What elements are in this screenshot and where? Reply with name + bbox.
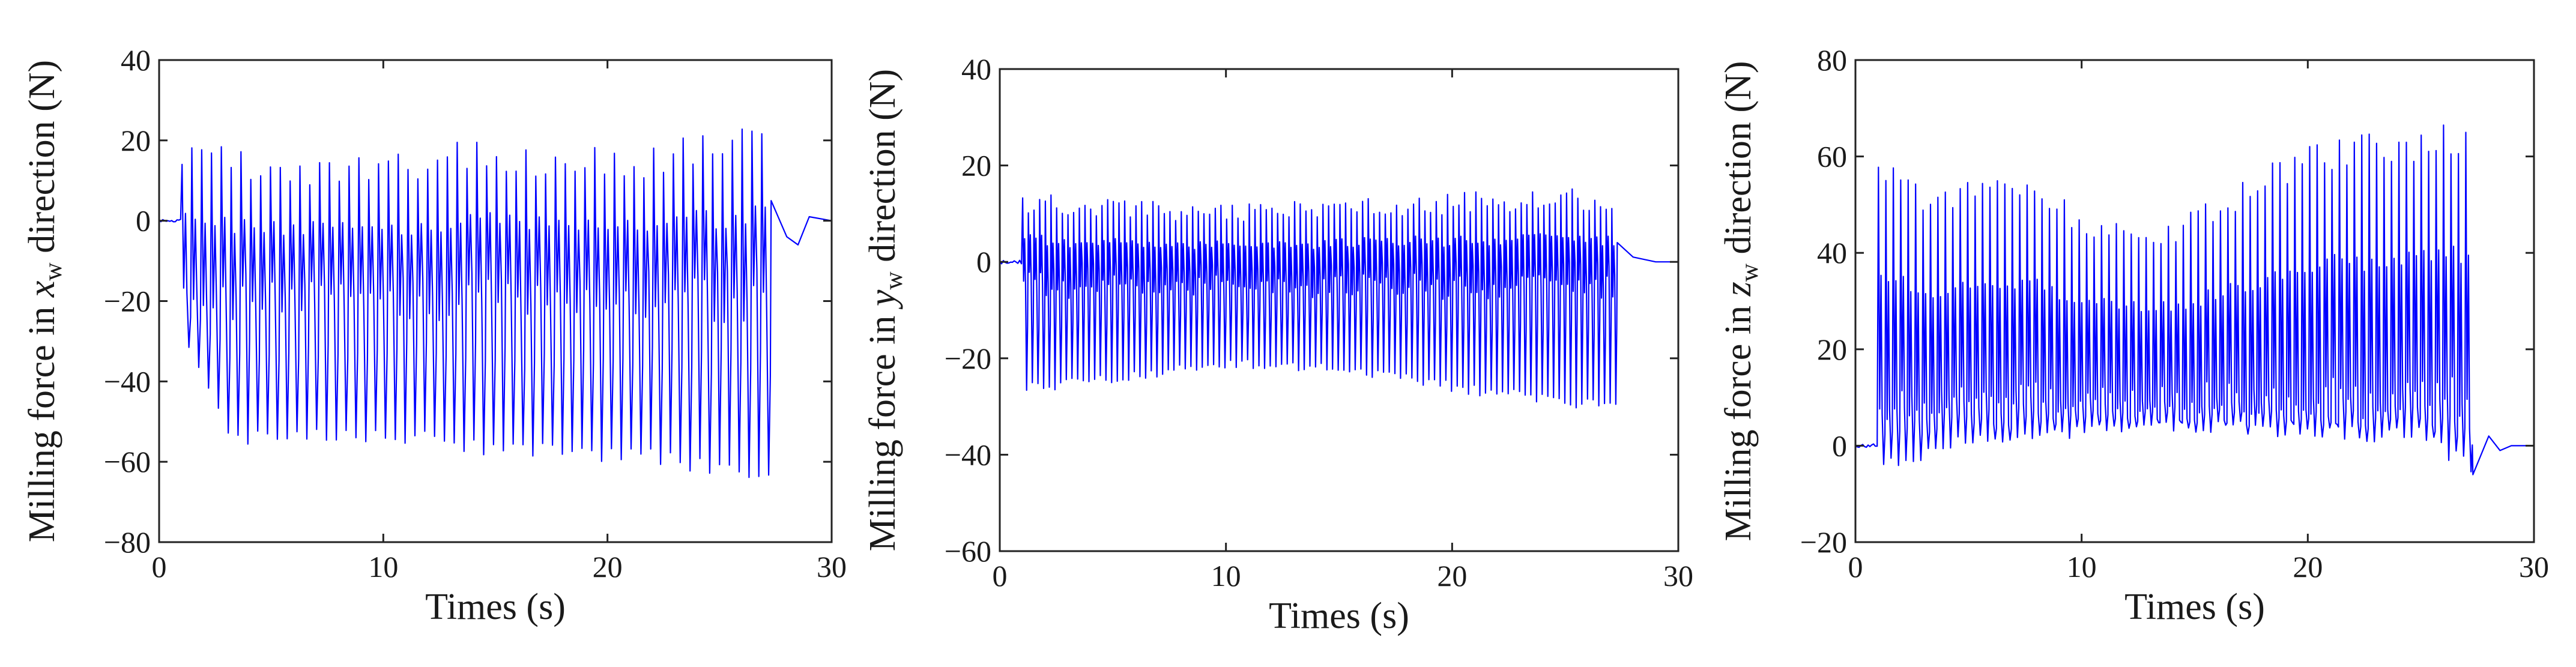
y-tick-label: −20 [1800, 525, 1847, 559]
x-axis-label: Times (s) [2124, 587, 2265, 627]
x-tick-label: 10 [2067, 550, 2097, 584]
axes-frame [1854, 59, 2535, 543]
y-tick-label: 40 [961, 52, 991, 86]
y-tick-label: 40 [1817, 236, 1847, 270]
force-signal-line [1855, 124, 2534, 475]
y-tick-label: 80 [1817, 43, 1847, 77]
x-tick-label: 20 [2293, 550, 2323, 584]
x-tick-label: 0 [152, 550, 167, 584]
y-tick-label: 0 [136, 204, 151, 238]
y-tick-label: 0 [976, 245, 991, 279]
y-axis-label: Milling force in yw direction (N) [862, 69, 908, 551]
y-axis-label: Milling force in xw direction (N) [22, 60, 67, 542]
y-tick-label: −20 [104, 285, 151, 318]
force-signal-line [159, 128, 832, 478]
y-tick-label: 20 [121, 124, 151, 157]
y-axis-label: Milling force in zw direction (N) [1718, 61, 1764, 541]
y-tick-label: −40 [945, 438, 991, 471]
x-tick-label: 30 [817, 550, 847, 584]
y-tick-label: 60 [1817, 140, 1847, 174]
force-signal-line [999, 188, 1678, 409]
x-tick-label: 20 [593, 550, 623, 584]
y-tick-label: 20 [961, 149, 991, 183]
x-axis-label: Times (s) [425, 587, 566, 627]
y-tick-label: −80 [104, 525, 151, 559]
x-tick-label: 0 [993, 559, 1008, 593]
y-tick-label: 40 [121, 43, 151, 77]
subplot-1: 0 10 20 30 40 20 0 −20 −40 −60 −80 Times (s) Milling… [22, 43, 847, 627]
y-tick-label: −60 [104, 445, 151, 478]
y-tick-label: −40 [104, 364, 151, 398]
y-tick-label: −60 [945, 534, 991, 568]
x-tick-label: 0 [1848, 550, 1863, 584]
axes-frame [999, 68, 1680, 552]
subplot-2: 0 10 20 30 40 20 0 −20 −40 −60 Times (s) Milling fo… [862, 52, 1693, 636]
x-tick-label: 30 [2519, 550, 2549, 584]
x-axis-label: Times (s) [1269, 596, 1409, 636]
y-tick-label: 0 [1832, 429, 1847, 462]
x-tick-label: 20 [1437, 559, 1467, 593]
x-tick-label: 10 [1211, 559, 1241, 593]
y-tick-label: −20 [945, 342, 991, 375]
x-tick-label: 30 [1663, 559, 1693, 593]
x-tick-label: 10 [368, 550, 398, 584]
y-tick-label: 20 [1817, 333, 1847, 366]
